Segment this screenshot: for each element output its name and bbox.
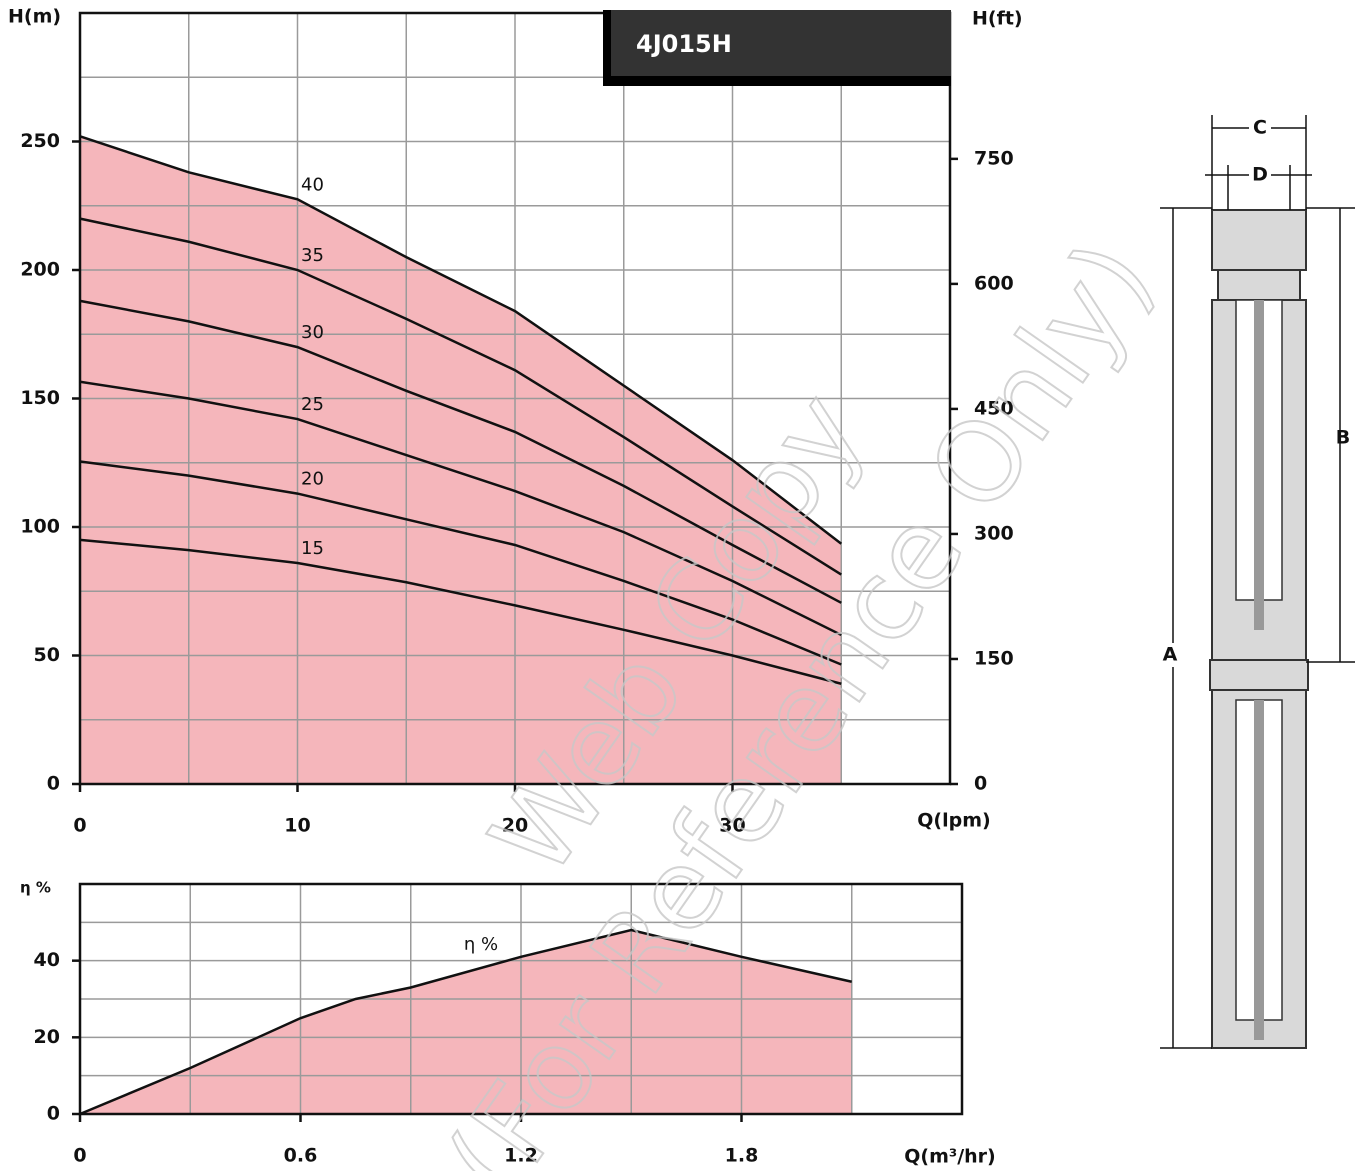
y-tick-label: 0 (47, 1103, 60, 1125)
y2-tick-label: 450 (974, 397, 1014, 419)
x-axis-label: Q(m³/hr) (904, 1146, 995, 1168)
dim-a-gap (1160, 643, 1182, 667)
curve (79, 135, 843, 545)
x-tick-label: 1.8 (725, 1145, 759, 1167)
y-axis-label: η % (20, 879, 51, 897)
x-tick-label: 10 (284, 815, 310, 837)
y-tick-label: 0 (47, 773, 60, 795)
dim-label: B (1336, 427, 1350, 449)
x-tick-label: 0 (73, 1145, 86, 1167)
curve (79, 217, 842, 576)
title-box (611, 10, 951, 76)
y-axis-label: H(m) (8, 6, 61, 28)
curve (79, 380, 842, 637)
curve-label: 15 (301, 538, 324, 559)
curve-label: 30 (301, 322, 324, 343)
curve (79, 928, 853, 1116)
dim-label: D (1252, 164, 1268, 186)
pump-coupling (1209, 659, 1309, 691)
curve-label: η % (464, 934, 498, 955)
curve-label: 40 (301, 174, 324, 195)
y-tick-label: 100 (20, 516, 60, 538)
y-tick-label: 250 (20, 130, 60, 152)
pump-motor-shaft (1254, 700, 1264, 1040)
y-tick-label: 150 (20, 387, 60, 409)
plot-frame (78, 11, 952, 786)
curve (79, 299, 842, 604)
chart-title: 4J015H (636, 30, 732, 58)
curve-label: 25 (301, 394, 324, 415)
x-tick-label: 1.2 (504, 1145, 538, 1167)
curve-label: 20 (301, 469, 324, 490)
x-tick-label: 0.6 (284, 1145, 318, 1167)
pump-head (1211, 209, 1307, 271)
y2-axis-label: H(ft) (972, 8, 1023, 30)
y2-tick-label: 0 (974, 773, 987, 795)
x-tick-label: 20 (502, 815, 528, 837)
pump-drawing: A B C D (1160, 115, 1355, 1049)
pump-shaft (1254, 300, 1264, 630)
dim-c-gap (1249, 118, 1271, 138)
x-axis-label: Q(lpm) (917, 810, 990, 832)
y2-tick-label: 150 (974, 647, 1014, 669)
y-tick-label: 40 (34, 949, 60, 971)
curve (79, 538, 842, 685)
y-tick-label: 20 (34, 1026, 60, 1048)
y2-tick-label: 300 (974, 522, 1014, 544)
area (80, 136, 842, 785)
dim-d-gap (1249, 165, 1271, 185)
y-tick-label: 200 (20, 259, 60, 281)
dim-label: C (1253, 117, 1267, 139)
plot-frame (78, 882, 964, 1116)
x-tick-label: 0 (73, 815, 86, 837)
y-tick-label: 50 (34, 644, 60, 666)
y2-tick-label: 750 (974, 147, 1014, 169)
curve (79, 460, 842, 666)
y2-tick-label: 600 (974, 272, 1014, 294)
curve-label: 35 (301, 245, 324, 266)
x-tick-label: 30 (719, 815, 745, 837)
pump-neck (1217, 269, 1301, 301)
area (80, 930, 852, 1114)
dim-label: A (1163, 644, 1178, 666)
